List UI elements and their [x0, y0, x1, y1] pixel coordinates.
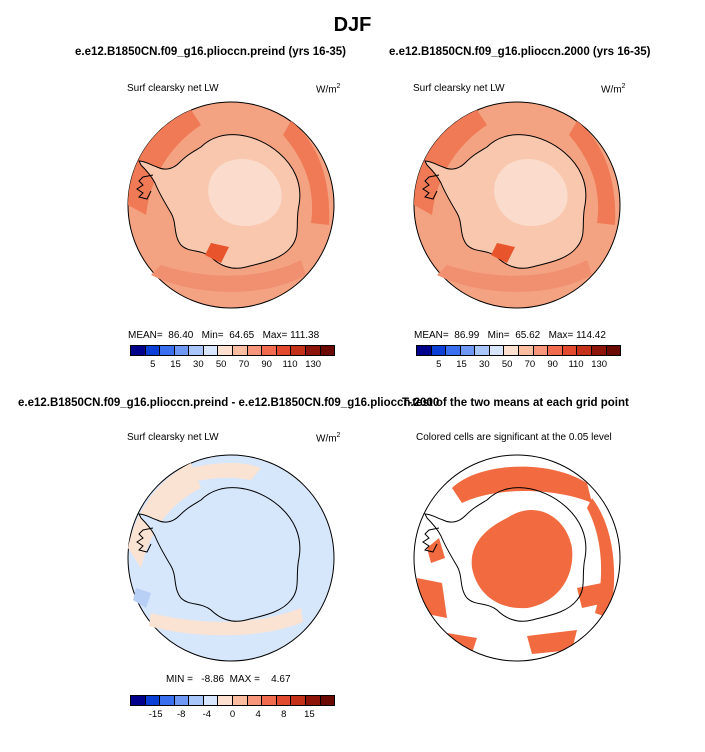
- colorbar-swatch: [460, 346, 476, 355]
- colorbar-swatch: [247, 696, 263, 705]
- colorbar-tick-label: 30: [479, 359, 490, 370]
- colorbar-swatch: [606, 346, 621, 355]
- panel3-units: W/m2: [316, 432, 341, 445]
- colorbar-swatch: [262, 696, 277, 705]
- panel4-subtitle: T-test of the two means at each grid poi…: [402, 397, 629, 409]
- colorbar-swatch: [562, 346, 578, 355]
- colorbar-tick-label: 130: [591, 359, 608, 370]
- colorbar-tick-label: 8: [281, 709, 287, 720]
- colorbar-tick-label: 5: [150, 359, 156, 370]
- panel1-colorbar: 5 15 30 50 70 90 110 130: [130, 345, 335, 370]
- panel2-colorbar: 5 15 30 50 70 90 110 130: [416, 345, 621, 370]
- colorbar-swatch: [160, 346, 175, 355]
- colorbar-swatch: [145, 346, 161, 355]
- panel1-stats: MEAN= 86.40 Min= 64.65 Max= 111.38: [128, 330, 320, 341]
- colorbar-swatch: [218, 696, 234, 705]
- colorbar-swatch: [247, 346, 263, 355]
- colorbar-swatch: [475, 346, 490, 355]
- colorbar-tick-label: 15: [304, 709, 315, 720]
- panel2-map: [413, 101, 621, 309]
- colorbar-swatch: [320, 696, 335, 705]
- colorbar-tick-label: 70: [238, 359, 250, 370]
- colorbar-swatch: [305, 346, 321, 355]
- colorbar-swatch: [276, 346, 292, 355]
- colorbar-swatch: [203, 346, 219, 355]
- colorbar-tick-label: 110: [568, 359, 584, 370]
- colorbar-tick-label: -15: [148, 709, 163, 720]
- colorbar-tick-label: 110: [282, 359, 298, 370]
- colorbar-swatch: [276, 696, 292, 705]
- colorbar-swatch: [160, 696, 175, 705]
- panel4-note: Colored cells are significant at the 0.0…: [416, 432, 612, 443]
- colorbar-swatch: [262, 346, 277, 355]
- colorbar-tick-label: 5: [436, 359, 442, 370]
- colorbar-swatch: [174, 696, 190, 705]
- colorbar-swatch: [189, 346, 204, 355]
- panel3-map: [127, 454, 335, 662]
- colorbar-swatch: [233, 346, 248, 355]
- colorbar-swatch: [233, 696, 248, 705]
- colorbar-tick-label: -8: [177, 709, 186, 720]
- panel1-variable: Surf clearsky net LW: [127, 83, 219, 94]
- colorbar-swatch: [320, 346, 335, 355]
- colorbar-swatch: [305, 696, 321, 705]
- colorbar-swatch: [548, 346, 563, 355]
- panel4-map: [413, 454, 621, 662]
- colorbar-tick-label: 15: [456, 359, 467, 370]
- colorbar-swatch: [533, 346, 549, 355]
- colorbar-swatch: [145, 696, 161, 705]
- colorbar-tick-label: 30: [193, 359, 204, 370]
- panel2-subtitle: e.e12.B1850CN.f09_g16.plioccn.2000 (yrs …: [389, 46, 651, 58]
- colorbar-tick-label: 90: [547, 359, 558, 370]
- panel2-units: W/m2: [601, 83, 626, 96]
- colorbar-swatch: [218, 346, 234, 355]
- colorbar-swatch: [489, 346, 505, 355]
- colorbar-swatch: [174, 346, 190, 355]
- panel2-stats: MEAN= 86.99 Min= 65.62 Max= 114.42: [414, 330, 606, 341]
- colorbar-swatch: [591, 346, 607, 355]
- panel2-colorbar-swatches: [416, 345, 621, 356]
- panel1-colorbar-swatches: [130, 345, 335, 356]
- colorbar-tick-label: 0: [229, 709, 236, 720]
- panel2-variable: Surf clearsky net LW: [413, 83, 505, 94]
- panel3-colorbar: -15 -8 -4 0 4 8 15: [130, 695, 335, 720]
- colorbar-swatch: [519, 346, 534, 355]
- panel3-stats: MIN = -8.86 MAX = 4.67: [166, 674, 291, 685]
- colorbar-swatch: [504, 346, 520, 355]
- panel1-map: [127, 101, 335, 309]
- colorbar-tick-label: 15: [170, 359, 181, 370]
- colorbar-swatch: [431, 346, 447, 355]
- panel3-colorbar-swatches: [130, 695, 335, 706]
- panel1-units: W/m2: [316, 83, 341, 96]
- colorbar-swatch: [131, 346, 146, 355]
- panel1-subtitle: e.e12.B1850CN.f09_g16.plioccn.preind (yr…: [75, 46, 347, 58]
- colorbar-swatch: [577, 346, 592, 355]
- colorbar-swatch: [291, 696, 306, 705]
- colorbar-tick-label: 4: [255, 709, 261, 720]
- colorbar-tick-label: 130: [305, 359, 322, 370]
- panel1-map-band: [127, 110, 201, 215]
- colorbar-tick-label: 70: [524, 359, 536, 370]
- colorbar-swatch: [417, 346, 432, 355]
- panel3-subtitle: e.e12.B1850CN.f09_g16.plioccn.preind - e…: [18, 397, 440, 409]
- colorbar-tick-label: -4: [202, 709, 212, 720]
- colorbar-swatch: [291, 346, 306, 355]
- colorbar-swatch: [203, 696, 219, 705]
- colorbar-tick-label: 50: [501, 359, 513, 370]
- colorbar-swatch: [131, 696, 146, 705]
- colorbar-swatch: [446, 346, 461, 355]
- colorbar-tick-label: 50: [215, 359, 227, 370]
- colorbar-swatch: [189, 696, 204, 705]
- colorbar-tick-label: 90: [261, 359, 272, 370]
- panel3-variable: Surf clearsky net LW: [127, 432, 219, 443]
- figure-title: DJF: [333, 14, 372, 36]
